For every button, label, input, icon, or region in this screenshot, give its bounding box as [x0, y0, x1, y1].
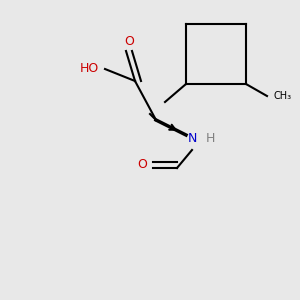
Text: O: O: [124, 35, 134, 48]
Text: H: H: [205, 131, 215, 145]
Text: CH₃: CH₃: [273, 91, 291, 101]
Text: HO: HO: [80, 62, 99, 76]
Text: O: O: [137, 158, 147, 172]
Text: N: N: [187, 131, 197, 145]
